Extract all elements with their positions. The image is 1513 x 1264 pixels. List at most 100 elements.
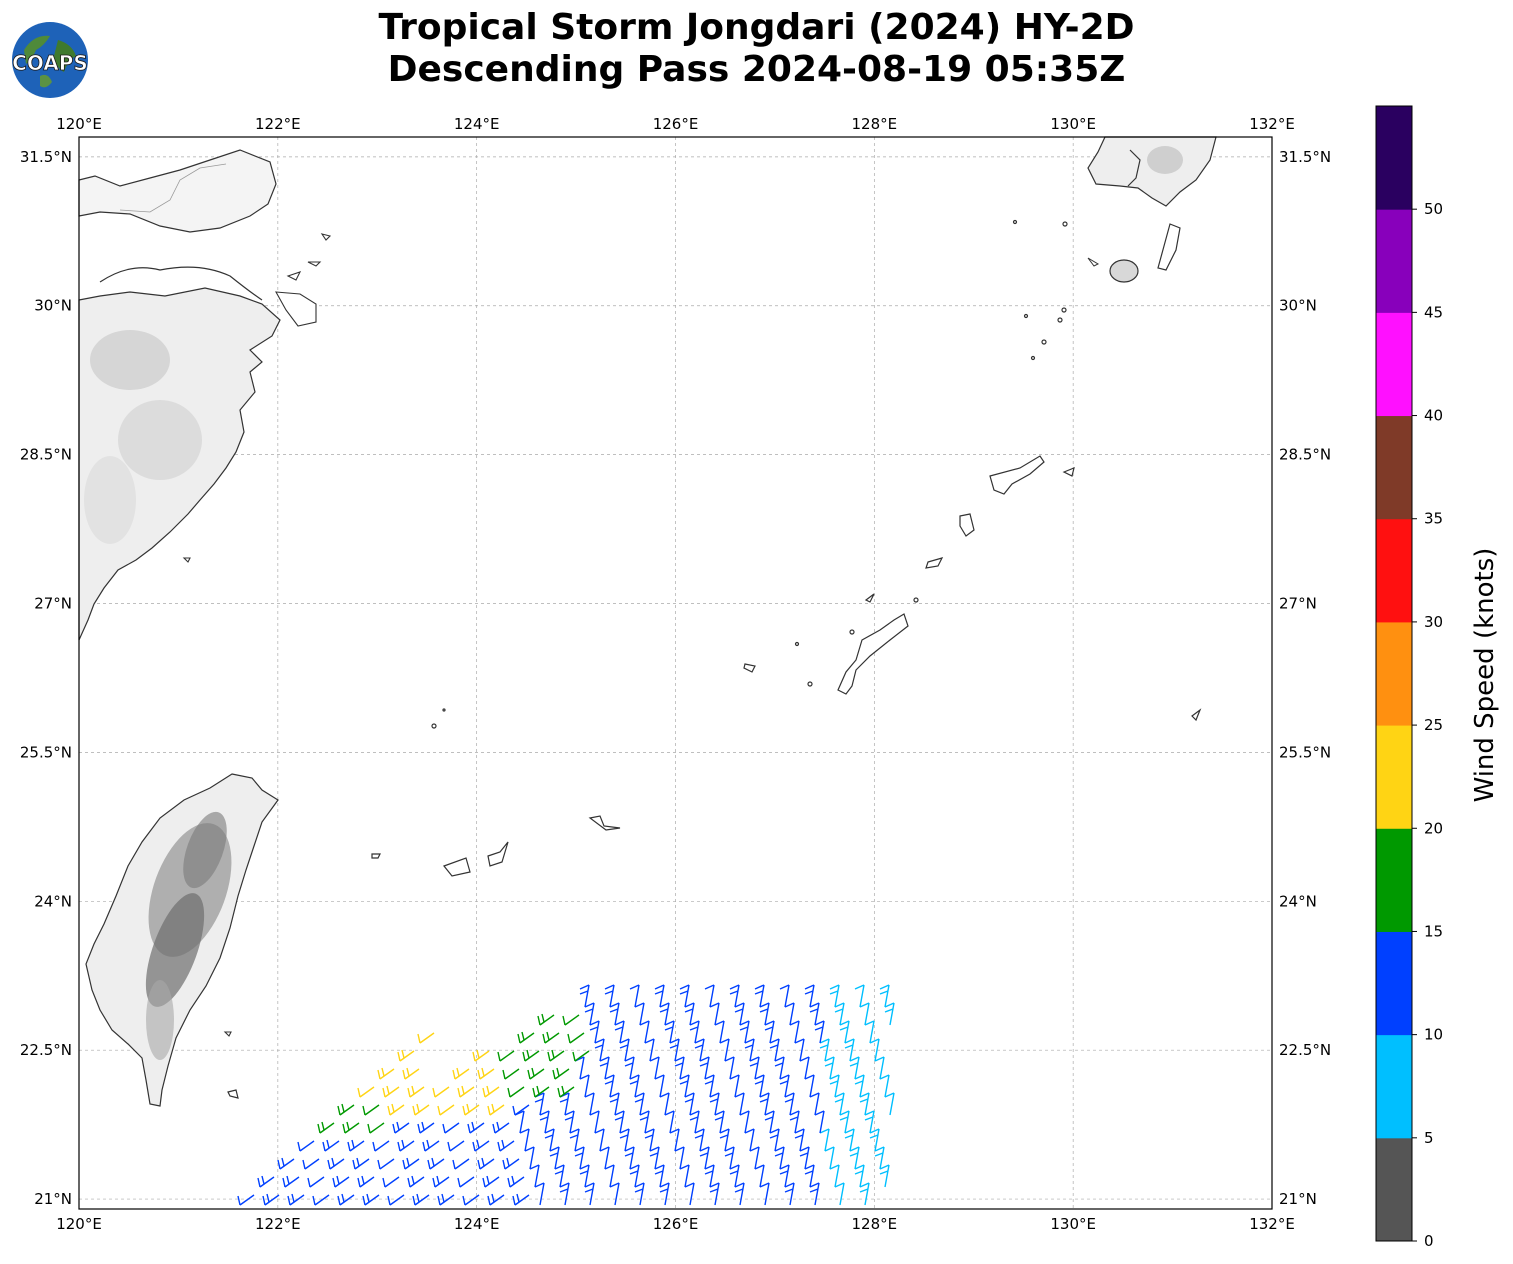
lat-tick-label-left: 31.5°N xyxy=(20,148,72,166)
wind-barb xyxy=(412,1193,430,1206)
wind-barb xyxy=(452,1158,470,1170)
wind-barb xyxy=(679,984,690,1008)
lat-tick-label-right: 25.5°N xyxy=(1279,743,1331,761)
wind-barb xyxy=(257,1175,275,1188)
lon-tick-label-top: 132°E xyxy=(1249,115,1295,133)
wind-barb xyxy=(869,1128,880,1152)
wind-barb xyxy=(282,1175,300,1188)
wind-barb xyxy=(714,1110,725,1134)
wind-barb xyxy=(639,1020,650,1044)
lat-tick-label-left: 24°N xyxy=(34,892,72,910)
wind-barb xyxy=(492,1121,510,1134)
wind-barb xyxy=(569,1128,580,1152)
lat-tick-label-left: 22.5°N xyxy=(20,1041,72,1059)
wind-barb xyxy=(879,984,890,1008)
wind-barb xyxy=(774,1056,785,1080)
wind-barb xyxy=(512,1104,530,1116)
wind-barb xyxy=(704,1164,715,1188)
colorbar-segment xyxy=(1376,1034,1412,1139)
wind-barb xyxy=(362,1104,380,1116)
wind-barb xyxy=(744,1128,755,1152)
wind-barb xyxy=(684,1002,695,1026)
wind-barb xyxy=(337,1103,355,1116)
lon-tick-label-bottom: 126°E xyxy=(653,1215,699,1233)
wind-barb xyxy=(562,1014,580,1026)
colorbar-segment xyxy=(1376,312,1412,417)
wind-barb xyxy=(794,1128,805,1152)
colorbar-tick-label: 5 xyxy=(1424,1129,1434,1147)
colorbar-segment xyxy=(1376,209,1412,313)
wind-barb xyxy=(584,1182,595,1206)
wind-barb xyxy=(649,1146,660,1170)
lat-tick-label-left: 21°N xyxy=(34,1190,72,1208)
wind-barb xyxy=(527,1067,545,1080)
colorbar-tick-label: 25 xyxy=(1424,716,1443,734)
wind-barb xyxy=(262,1193,280,1206)
wind-barb xyxy=(664,1110,675,1134)
wind-barb xyxy=(322,1139,340,1152)
wind-barb xyxy=(869,1038,880,1062)
wind-barb xyxy=(884,1002,895,1026)
wind-barb xyxy=(769,1038,780,1062)
wind-barb xyxy=(679,1074,690,1098)
wind-barb xyxy=(694,1038,705,1062)
wind-barb xyxy=(477,1067,495,1080)
wind-barb xyxy=(854,984,865,1008)
colorbar-tick-label: 35 xyxy=(1424,510,1443,528)
wind-barb xyxy=(579,1074,590,1098)
wind-barb xyxy=(754,1074,765,1098)
wind-barb xyxy=(539,1110,550,1134)
wind-barb xyxy=(859,1092,870,1116)
wind-barb xyxy=(347,1139,365,1152)
wind-barb xyxy=(519,1128,530,1152)
wind-barb xyxy=(534,1182,545,1206)
lon-tick-label-top: 124°E xyxy=(454,115,500,133)
wind-barb xyxy=(362,1193,380,1206)
lat-tick-label-right: 21°N xyxy=(1279,1190,1317,1208)
wind-barb xyxy=(482,1085,500,1098)
wind-barb xyxy=(277,1157,295,1170)
wind-barb xyxy=(564,1110,575,1134)
colorbar-tick-label: 0 xyxy=(1424,1232,1434,1250)
latitude-ticks-right: 31.5°N 30°N 28.5°N 27°N 25.5°N 24°N 22.5°N 21°N xyxy=(1279,148,1331,1208)
wind-barb xyxy=(549,1146,560,1170)
wind-barb xyxy=(879,1074,890,1098)
lat-tick-label-right: 27°N xyxy=(1279,595,1317,613)
wind-barb xyxy=(689,1020,700,1044)
wind-barb xyxy=(624,1146,635,1170)
wind-barb xyxy=(472,1139,490,1152)
wind-barb xyxy=(849,1056,860,1080)
wind-barb xyxy=(472,1049,490,1062)
wind-barb xyxy=(674,1056,685,1080)
wind-barb xyxy=(502,1157,520,1170)
wind-barb xyxy=(704,984,715,1008)
wind-barb xyxy=(759,1002,770,1026)
wind-barb xyxy=(367,1122,385,1134)
wind-barb xyxy=(287,1193,305,1206)
wind-barb xyxy=(759,1182,770,1206)
wind-barb xyxy=(532,1085,550,1098)
wind-barb xyxy=(634,1182,645,1206)
wind-barb xyxy=(407,1085,425,1098)
wind-barb xyxy=(839,1020,850,1044)
wind-barb xyxy=(779,1164,790,1188)
wind-barb xyxy=(884,1092,895,1116)
wind-barb xyxy=(864,1110,875,1134)
lon-tick-label-top: 122°E xyxy=(255,115,301,133)
wind-barb xyxy=(579,984,590,1008)
wind-barb xyxy=(844,1038,855,1062)
wind-barb xyxy=(829,1074,840,1098)
wind-barb xyxy=(327,1157,345,1170)
wind-barb xyxy=(644,1038,655,1062)
wind-barb xyxy=(819,1038,830,1062)
wind-barb xyxy=(819,1128,830,1152)
wind-barb xyxy=(337,1193,355,1206)
wind-barb xyxy=(382,1176,400,1188)
wind-barb xyxy=(629,1074,640,1098)
wind-barb xyxy=(779,984,790,1008)
wind-barb xyxy=(659,1092,670,1116)
wind-barb xyxy=(412,1103,430,1116)
wind-barb xyxy=(654,1164,665,1188)
longitude-ticks-bottom: 120°E 122°E 124°E 126°E 128°E 130°E 132°E xyxy=(56,1215,1295,1233)
